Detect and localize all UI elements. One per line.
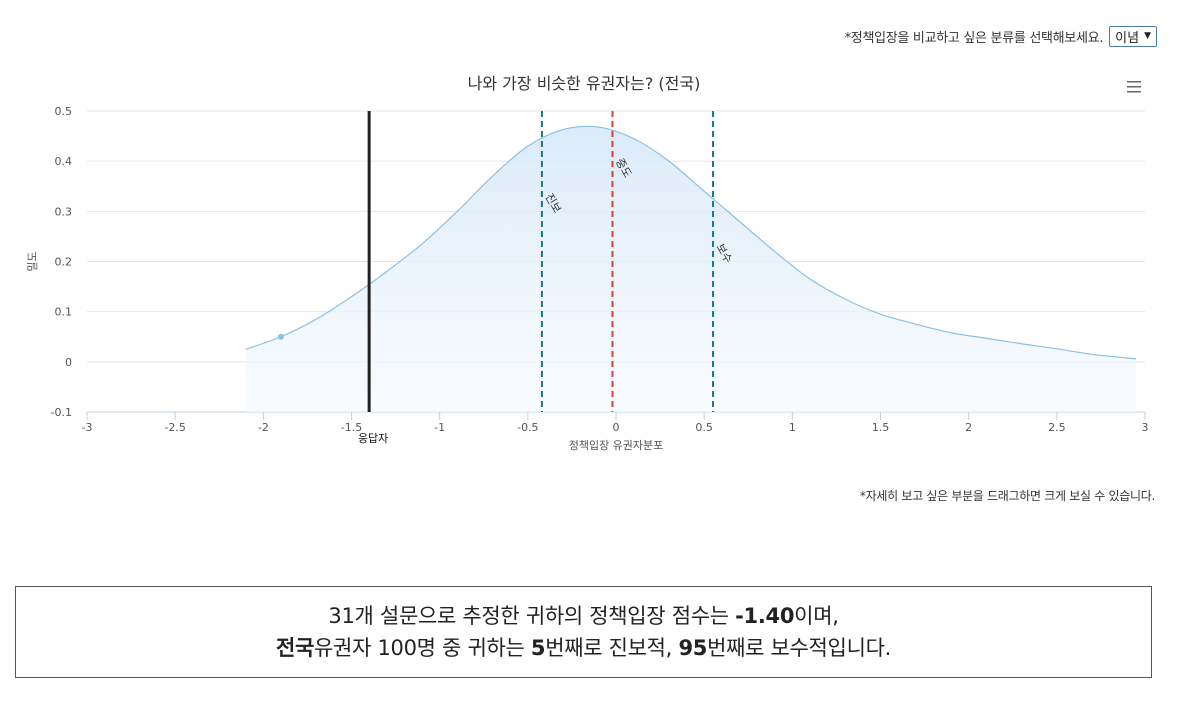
x-tick-label: 2 [965,421,972,434]
x-axis-label: 정책입장 유권자분포 [569,439,664,452]
chart-title: 나와 가장 비슷한 유권자는? (전국) [468,74,701,93]
summary-text-2: 이며, [794,604,839,628]
drag-zoom-note: *자세히 보고 싶은 부분을 드래그하면 크게 보실 수 있습니다. [859,489,1155,503]
category-prompt: *정책입장을 비교하고 싶은 분류를 선택해보세요. [844,30,1104,46]
y-tick-label: -0.1 [51,406,72,419]
x-tick-label: 0 [613,421,620,434]
y-axis-label: 밀도 [26,251,39,271]
dropdown-arrow-icon: ▼ [1144,31,1151,41]
score-summary-box: 31개 설문으로 추정한 귀하의 정책입장 점수는 -1.40이며, 전국유권자… [15,586,1152,678]
policy-score: -1.40 [735,604,795,628]
x-axis: -3 -2.5 -2 -1.5 -1 -0.5 0 0.5 1 1.5 2 2.5 3 [82,411,1149,434]
x-tick-label: -0.5 [517,421,538,434]
progressive-rank: 5 [530,636,546,660]
x-tick-label: 3 [1142,421,1149,434]
y-tick-label: 0 [65,356,72,369]
summary-text-4: 번째로 진보적, [545,636,679,660]
density-area [245,126,1137,413]
y-axis: 0.5 0.4 0.3 0.2 0.1 0 -0.1 [51,105,72,419]
conservative-rank: 95 [678,636,708,660]
density-line [245,125,1137,360]
summary-line-2: 전국유권자 100명 중 귀하는 5번째로 진보적, 95번째로 보수적입니다. [276,632,891,664]
y-tick-label: 0.2 [55,256,73,269]
x-tick-label: 1.5 [872,421,890,434]
hamburger-menu-icon[interactable] [1124,77,1144,97]
summary-text-5: 번째로 보수적입니다. [707,636,891,660]
category-select[interactable]: 이념 ▼ [1109,25,1157,47]
summary-line-1: 31개 설문으로 추정한 귀하의 정책입장 점수는 -1.40이며, [328,600,838,632]
x-tick-label: -2.5 [164,421,185,434]
x-tick-label: -3 [82,421,93,434]
category-selector-bar: *정책입장을 비교하고 싶은 분류를 선택해보세요. 이념 ▼ [0,25,1157,47]
region-name: 전국 [275,636,315,660]
y-tick-label: 0.3 [55,205,73,218]
x-tick-label: 2.5 [1048,421,1066,434]
summary-text-1: 31개 설문으로 추정한 귀하의 정책입장 점수는 [328,604,736,628]
x-tick-label: -1 [434,421,445,434]
y-tick-label: 0.4 [55,155,73,168]
y-tick-label: 0.1 [55,306,73,319]
x-tick-label: 1 [789,421,796,434]
distribution-chart[interactable]: 나와 가장 비슷한 유권자는? (전국) 0.5 0.4 0.3 0.2 0.1 0 -0.… [0,60,1203,460]
highlight-point [277,333,284,340]
reference-label: 응답자 [358,432,388,445]
summary-text-3: 유권자 100명 중 귀하는 [314,636,531,660]
x-tick-label: 0.5 [695,421,713,434]
category-select-value: 이념 [1115,30,1140,46]
x-tick-label: -2 [258,421,269,434]
x-tick-label: -1.5 [341,421,362,434]
y-tick-label: 0.5 [55,105,73,118]
